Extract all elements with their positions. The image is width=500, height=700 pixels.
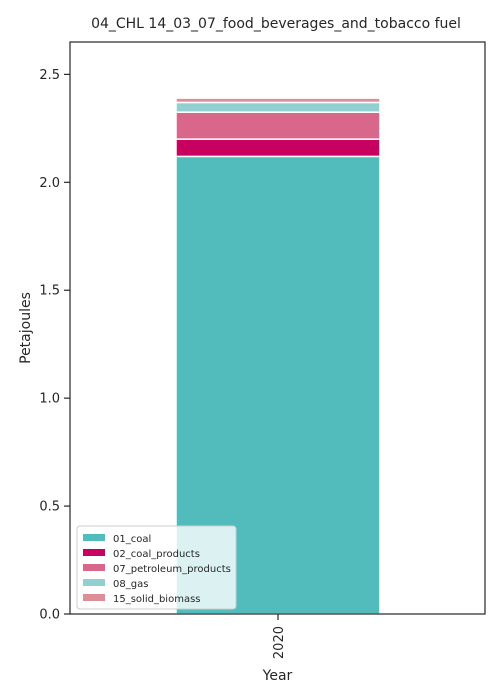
legend-swatch-02_coal_products xyxy=(83,549,105,556)
legend-label-01_coal: 01_coal xyxy=(113,534,151,545)
bar-segment-08_gas xyxy=(175,101,381,113)
bar-segment-15_solid_biomass xyxy=(175,97,381,104)
x-tick-label-0: 2020 xyxy=(272,626,287,659)
legend-label-07_petroleum_products: 07_petroleum_products xyxy=(113,564,231,575)
chart-title: 04_CHL 14_03_07_food_beverages_and_tobac… xyxy=(91,16,461,32)
y-tick-label-3: 1.5 xyxy=(39,284,60,299)
x-axis-title: Year xyxy=(262,668,293,684)
bar-segment-07_petroleum_products xyxy=(175,111,381,140)
legend-swatch-01_coal xyxy=(83,534,105,541)
y-tick-label-1: 0.5 xyxy=(39,500,60,515)
bar-segment-02_coal_products xyxy=(175,138,381,158)
y-tick-label-0: 0.0 xyxy=(39,608,60,623)
legend: 01_coal 02_coal_products 07_petroleum_prod… xyxy=(76,525,237,610)
x-axis: 2020 xyxy=(272,614,287,659)
y-tick-label-4: 2.0 xyxy=(39,176,60,191)
y-axis: 0.0 0.5 1.0 1.5 2.0 2.5 xyxy=(39,68,70,623)
legend-swatch-15_solid_biomass xyxy=(83,594,105,601)
legend-swatch-07_petroleum_products xyxy=(83,564,105,571)
legend-label-02_coal_products: 02_coal_products xyxy=(113,549,200,560)
y-tick-label-5: 2.5 xyxy=(39,68,60,83)
legend-swatch-08_gas xyxy=(83,579,105,586)
legend-label-15_solid_biomass: 15_solid_biomass xyxy=(113,594,201,605)
legend-box xyxy=(76,525,237,610)
y-tick-label-2: 1.0 xyxy=(39,392,60,407)
legend-label-08_gas: 08_gas xyxy=(113,579,148,590)
y-axis-title: Petajoules xyxy=(18,292,34,364)
